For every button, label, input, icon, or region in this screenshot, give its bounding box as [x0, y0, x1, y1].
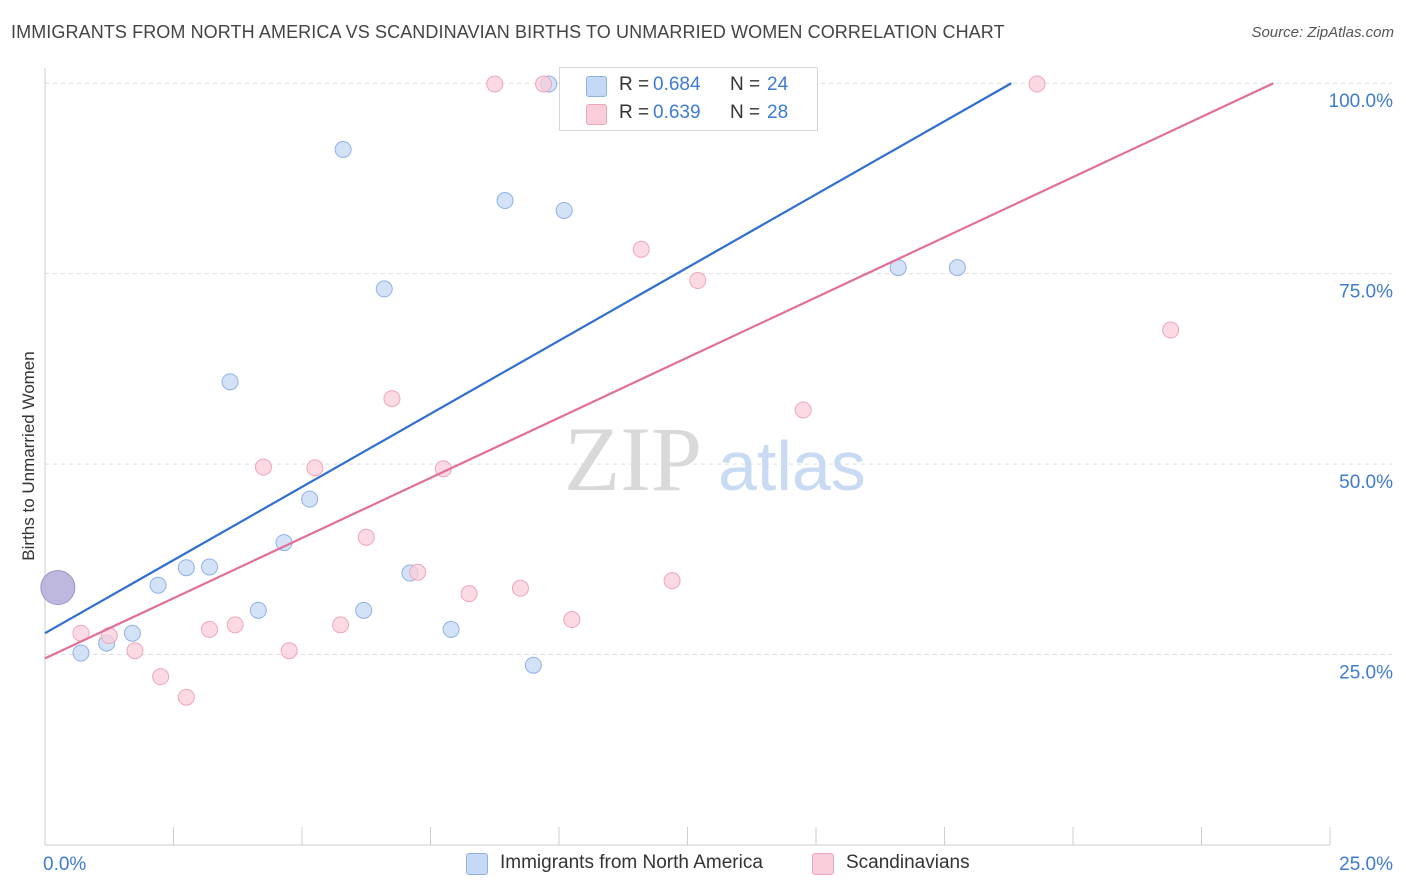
pink-point: [563, 611, 581, 629]
series-label-blue: Immigrants from North America: [500, 852, 763, 873]
y-axis-label: Births to Unmarried Women: [19, 351, 38, 560]
watermark-zip: ZIP: [564, 408, 702, 510]
legend-n-label: N =: [730, 74, 761, 95]
pink-point: [280, 642, 298, 660]
blue-point: [375, 280, 393, 298]
pink-point: [689, 272, 707, 290]
x-tick-label: 0.0%: [43, 854, 86, 875]
series-label-pink: Scandinavians: [846, 852, 970, 873]
blue-point: [334, 141, 352, 159]
pink-point: [460, 585, 478, 603]
axes: [44, 68, 1331, 846]
pink-point: [535, 75, 553, 93]
watermark-atlas: atlas: [718, 427, 866, 505]
legend-r-label: R =: [619, 102, 650, 123]
legend-swatch-pink: [586, 104, 607, 125]
blue-point: [948, 259, 966, 277]
watermark: ZIP atlas: [564, 408, 866, 510]
y-tick-labels: 25.0% 50.0% 75.0% 100.0%: [1329, 91, 1394, 683]
y-tick-label: 25.0%: [1339, 663, 1393, 684]
pink-point: [152, 668, 170, 686]
blue-point: [72, 644, 90, 662]
blue-point: [123, 624, 141, 642]
legend-r-label: R =: [619, 74, 650, 95]
legend-n-label: N =: [730, 102, 761, 123]
pink-point: [226, 616, 244, 634]
pink-point: [306, 459, 324, 477]
blue-point: [177, 559, 195, 577]
x-tick-labels: 0.0% 25.0%: [43, 854, 1393, 875]
pink-point: [1028, 75, 1046, 93]
y-tick-label: 50.0%: [1339, 472, 1393, 493]
blue-point: [249, 601, 267, 619]
blue-point: [524, 656, 542, 674]
blue-point: [496, 192, 514, 210]
stats-legend: R = 0.684 N = 24 R = 0.639 N = 28: [559, 67, 818, 131]
data-points: [40, 75, 1180, 706]
blue-point: [355, 601, 373, 619]
blue-point: [149, 576, 167, 594]
trend-lines: [44, 82, 1274, 660]
y-tick-label: 75.0%: [1339, 282, 1393, 303]
y-tick-label: 100.0%: [1329, 91, 1394, 112]
large-point: [40, 570, 76, 606]
pink-point: [332, 616, 350, 634]
blue-point: [221, 373, 239, 391]
pink-point: [632, 240, 650, 258]
pink-point: [511, 579, 529, 597]
legend-swatch-blue: [586, 76, 607, 97]
blue-trend-line: [44, 82, 1012, 635]
pink-point: [200, 620, 218, 638]
pink-point: [254, 458, 272, 476]
blue-point: [442, 620, 460, 638]
chart-title: IMMIGRANTS FROM NORTH AMERICA VS SCANDIN…: [11, 22, 1005, 42]
pink-point: [177, 688, 195, 706]
blue-point: [301, 490, 319, 508]
pink-point: [486, 75, 504, 93]
pink-point: [663, 572, 681, 590]
pink-point: [409, 563, 427, 581]
blue-point: [200, 558, 218, 576]
x-tick-label: 25.0%: [1339, 854, 1393, 875]
grid-lines: [45, 82, 1392, 656]
pink-trend-line: [44, 82, 1274, 660]
legend-n-value: 28: [767, 102, 789, 123]
legend-n-value: 24: [767, 74, 789, 95]
series-swatch-pink: [812, 853, 834, 875]
pink-point: [794, 401, 812, 419]
source-label: Source: ZipAtlas.com: [1251, 24, 1394, 41]
legend-r-value: 0.639: [653, 102, 701, 123]
pink-point: [383, 390, 401, 408]
legend-r-value: 0.684: [653, 74, 701, 95]
blue-point: [555, 201, 573, 219]
pink-point: [357, 528, 375, 546]
series-swatch-blue: [466, 853, 488, 875]
pink-point: [126, 642, 144, 660]
pink-point: [1162, 321, 1180, 339]
